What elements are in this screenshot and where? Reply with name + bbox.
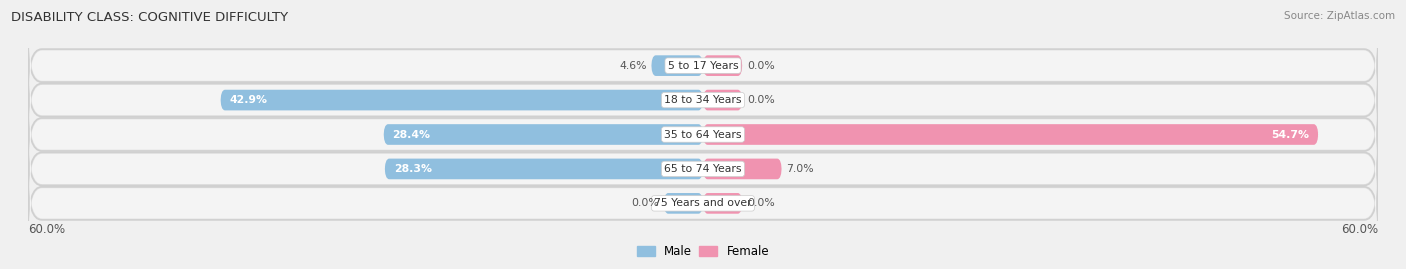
FancyBboxPatch shape — [30, 44, 1376, 88]
FancyBboxPatch shape — [30, 147, 1376, 191]
Text: 42.9%: 42.9% — [229, 95, 267, 105]
Text: 5 to 17 Years: 5 to 17 Years — [668, 61, 738, 71]
Text: 60.0%: 60.0% — [1341, 223, 1378, 236]
Text: 28.3%: 28.3% — [394, 164, 432, 174]
Text: Source: ZipAtlas.com: Source: ZipAtlas.com — [1284, 11, 1395, 21]
Legend: Male, Female: Male, Female — [633, 240, 773, 263]
FancyBboxPatch shape — [664, 193, 703, 214]
Text: 0.0%: 0.0% — [747, 61, 775, 71]
FancyBboxPatch shape — [28, 110, 1378, 159]
FancyBboxPatch shape — [30, 181, 1376, 225]
FancyBboxPatch shape — [703, 90, 742, 110]
Text: 18 to 34 Years: 18 to 34 Years — [664, 95, 742, 105]
FancyBboxPatch shape — [30, 78, 1376, 122]
FancyBboxPatch shape — [28, 75, 1378, 125]
Text: 0.0%: 0.0% — [747, 95, 775, 105]
FancyBboxPatch shape — [703, 159, 782, 179]
Text: 28.4%: 28.4% — [392, 129, 430, 140]
FancyBboxPatch shape — [703, 55, 742, 76]
FancyBboxPatch shape — [28, 144, 1378, 194]
Text: 65 to 74 Years: 65 to 74 Years — [664, 164, 742, 174]
Text: 0.0%: 0.0% — [631, 198, 659, 208]
Text: 0.0%: 0.0% — [747, 198, 775, 208]
Text: 35 to 64 Years: 35 to 64 Years — [664, 129, 742, 140]
FancyBboxPatch shape — [703, 124, 1319, 145]
FancyBboxPatch shape — [221, 90, 703, 110]
Text: 60.0%: 60.0% — [28, 223, 65, 236]
FancyBboxPatch shape — [385, 159, 703, 179]
Text: 7.0%: 7.0% — [786, 164, 814, 174]
Text: DISABILITY CLASS: COGNITIVE DIFFICULTY: DISABILITY CLASS: COGNITIVE DIFFICULTY — [11, 11, 288, 24]
FancyBboxPatch shape — [28, 179, 1378, 228]
FancyBboxPatch shape — [28, 41, 1378, 90]
FancyBboxPatch shape — [384, 124, 703, 145]
FancyBboxPatch shape — [30, 112, 1376, 157]
FancyBboxPatch shape — [703, 193, 742, 214]
Text: 75 Years and over: 75 Years and over — [654, 198, 752, 208]
Text: 4.6%: 4.6% — [619, 61, 647, 71]
Text: 54.7%: 54.7% — [1271, 129, 1309, 140]
FancyBboxPatch shape — [651, 55, 703, 76]
